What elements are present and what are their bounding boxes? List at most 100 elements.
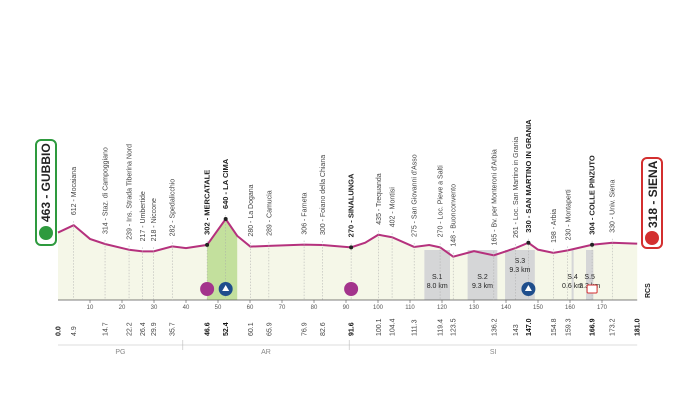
km-tick-label: 20 xyxy=(119,305,126,311)
waypoint-label: 306 - Farneta xyxy=(302,192,309,234)
region-label: PG xyxy=(115,349,125,356)
climb-glyph xyxy=(222,285,230,291)
sector-name: S.1 xyxy=(432,274,443,281)
km-tick-label: 140 xyxy=(501,305,512,311)
km-tick-label: 170 xyxy=(597,305,608,311)
gravel-sector xyxy=(571,250,574,300)
region-label: SI xyxy=(490,349,497,356)
region-label: AR xyxy=(261,349,271,356)
km-tick-label: 10 xyxy=(87,305,94,311)
waypoint-km: 147.0 xyxy=(526,318,533,336)
waypoint-km: 22.2 xyxy=(127,322,134,336)
waypoint-km: 65.9 xyxy=(266,322,273,336)
finish-box xyxy=(641,157,663,249)
waypoint-km: 76.9 xyxy=(302,322,309,336)
profile-line xyxy=(57,217,638,258)
waypoint-label: 270 - Loc. Pieve a Salti xyxy=(438,165,445,237)
km-tick-label: 130 xyxy=(469,305,480,311)
waypoint-km: 136.2 xyxy=(491,318,498,336)
waypoint-km: 60.1 xyxy=(248,322,255,336)
waypoint-label: 218 - Niccone xyxy=(151,198,158,241)
waypoint-label: 230 - Montaperti xyxy=(565,189,572,240)
waypoint-label: 314 - Staz. di Campoggiano xyxy=(103,147,110,234)
finish-marker: 318 - SIENA xyxy=(641,157,663,249)
sector-name: S.3 xyxy=(515,258,526,265)
waypoint-dot xyxy=(349,245,354,250)
km-tick-label: 150 xyxy=(533,305,544,311)
km-tick-label: 70 xyxy=(279,305,286,311)
finish-label: 318 - SIENA xyxy=(646,160,660,228)
climb-icon xyxy=(521,282,536,296)
waypoint-km: 111.3 xyxy=(412,319,419,336)
waypoint-km: 154.8 xyxy=(551,318,558,336)
waypoint-km: 143 xyxy=(513,324,520,336)
waypoint-km: 29.9 xyxy=(151,322,158,336)
waypoint-km: 173.2 xyxy=(610,318,617,336)
sector-name: S.5 xyxy=(584,274,595,281)
sprint-circle xyxy=(200,282,215,296)
waypoint-km: 35.7 xyxy=(170,322,177,336)
km-tick-label: 90 xyxy=(343,305,350,311)
start-box xyxy=(35,139,57,246)
waypoint-km: 82.6 xyxy=(320,322,327,336)
sector-length: 8.0 km xyxy=(427,283,448,290)
waypoint-label: 261 - Loc. San Martino in Grania xyxy=(513,137,520,238)
waypoint-label: 435 - Trequanda xyxy=(376,173,383,224)
waypoint-label: 270 - SINALUNGA xyxy=(347,173,356,237)
waypoint-dot xyxy=(590,242,595,247)
waypoint-km: 91.6 xyxy=(349,322,356,336)
waypoint-km: 119.4 xyxy=(438,319,445,336)
waypoint-label: 330 - Univ. Siena xyxy=(610,179,617,232)
km-tick-label: 100 xyxy=(373,305,384,311)
waypoint-label: 217 - Umbertide xyxy=(140,191,147,241)
gravel-sector xyxy=(424,250,450,300)
km-tick-label: 40 xyxy=(183,305,190,311)
climb-area xyxy=(207,219,238,300)
km-tick-label: 110 xyxy=(405,305,415,311)
sprint-circle xyxy=(344,282,359,296)
waypoint-label: 282 - Spedalicchio xyxy=(170,179,177,237)
waypoint-label: 640 - LA CIMA xyxy=(221,158,230,209)
waypoint-km: 14.7 xyxy=(103,322,110,336)
waypoint-label: 239 - Ins. Strada Tiberina Nord xyxy=(127,144,134,240)
waypoint-label: 304 - COLLE PINZUTO xyxy=(588,155,597,235)
waypoint-km: 123.5 xyxy=(451,318,458,336)
waypoint-km: 52.4 xyxy=(223,322,230,336)
sprint-icon xyxy=(200,282,215,296)
waypoint-km: 166.9 xyxy=(590,318,597,336)
waypoint-label: 300 - Foiano della Chiana xyxy=(320,155,327,235)
km-tick-label: 80 xyxy=(311,305,318,311)
waypoint-label: 302 - MERCATALE xyxy=(203,170,212,235)
start-icon xyxy=(39,226,53,240)
waypoint-label: 198 - Arbia xyxy=(551,209,558,243)
waypoint-km: 26.4 xyxy=(140,322,147,336)
finish-icon xyxy=(645,231,659,245)
waypoint-dot xyxy=(526,240,531,245)
sprint-icon xyxy=(344,282,359,296)
sector-name: S.4 xyxy=(567,274,578,281)
start-label: 463 - GUBBIO xyxy=(39,143,53,222)
km-tick-label: 50 xyxy=(215,305,222,311)
waypoint-km: 100.1 xyxy=(376,318,383,336)
waypoint-label: 280 - La Dogana xyxy=(248,184,255,236)
waypoint-label: 165 - Bv. per Monteroni d'Arbia xyxy=(491,149,498,245)
waypoint-label: 402 - Montisi xyxy=(390,187,397,228)
sector-length: 9.3 km xyxy=(509,267,530,274)
waypoint-label: 148 - Buonconvento xyxy=(451,184,458,247)
km-tick-label: 60 xyxy=(247,305,254,311)
waypoint-km: 0.0 xyxy=(56,326,63,336)
waypoint-km: 46.6 xyxy=(205,322,212,336)
waypoint-km: 159.3 xyxy=(565,318,572,336)
waypoint-km: 4.9 xyxy=(71,326,78,336)
km-tick-label: 30 xyxy=(151,305,158,311)
flag-icon xyxy=(586,284,598,294)
waypoint-label: 275 - San Giovanni d'Asso xyxy=(412,154,419,237)
logo: RCS xyxy=(645,283,652,298)
sector-length: 9.3 km xyxy=(472,283,493,290)
waypoint-label: 289 - Camucia xyxy=(266,190,273,236)
climb-icon xyxy=(218,282,233,296)
waypoint-km: 104.4 xyxy=(390,318,397,336)
km-tick-label: 120 xyxy=(437,305,448,311)
